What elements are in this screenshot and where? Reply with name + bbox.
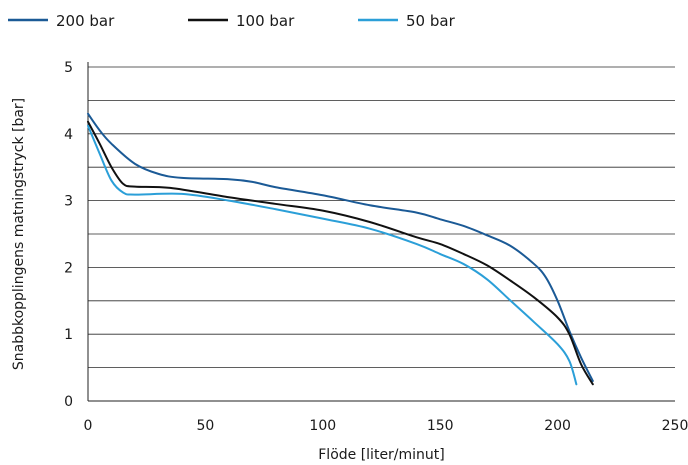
y-tick-label: 4 [64,127,73,143]
tick-labels: 0 50 100 150 200 250 0 1 2 3 4 5 [64,60,688,434]
y-tick-label: 1 [64,327,73,343]
series-line-50-bar [87,124,578,386]
series-line-200-bar [87,112,594,382]
y-tick-label: 0 [64,394,73,410]
series-line-100-bar [87,120,594,386]
series-lines [87,112,594,386]
x-tick-label: 0 [84,418,93,434]
x-tick-label: 200 [544,418,571,434]
y-tick-label: 2 [64,260,73,276]
x-tick-label: 50 [196,418,214,434]
y-tick-label: 5 [64,60,73,76]
x-tick-label: 100 [309,418,336,434]
x-tick-label: 150 [427,418,454,434]
x-axis-title: Flöde [liter/minut] [318,447,445,463]
legend-label-50-bar: 50 bar [406,12,456,30]
legend-label-100-bar: 100 bar [236,12,295,30]
y-tick-label: 3 [64,194,73,210]
y-axis-title: Snabbkopplingens matningstryck [bar] [11,98,27,370]
gridlines [88,66,675,369]
x-tick-label: 250 [662,418,688,434]
legend: 200 bar 100 bar 50 bar [8,12,456,30]
legend-label-200-bar: 200 bar [56,12,115,30]
axes [87,62,675,402]
